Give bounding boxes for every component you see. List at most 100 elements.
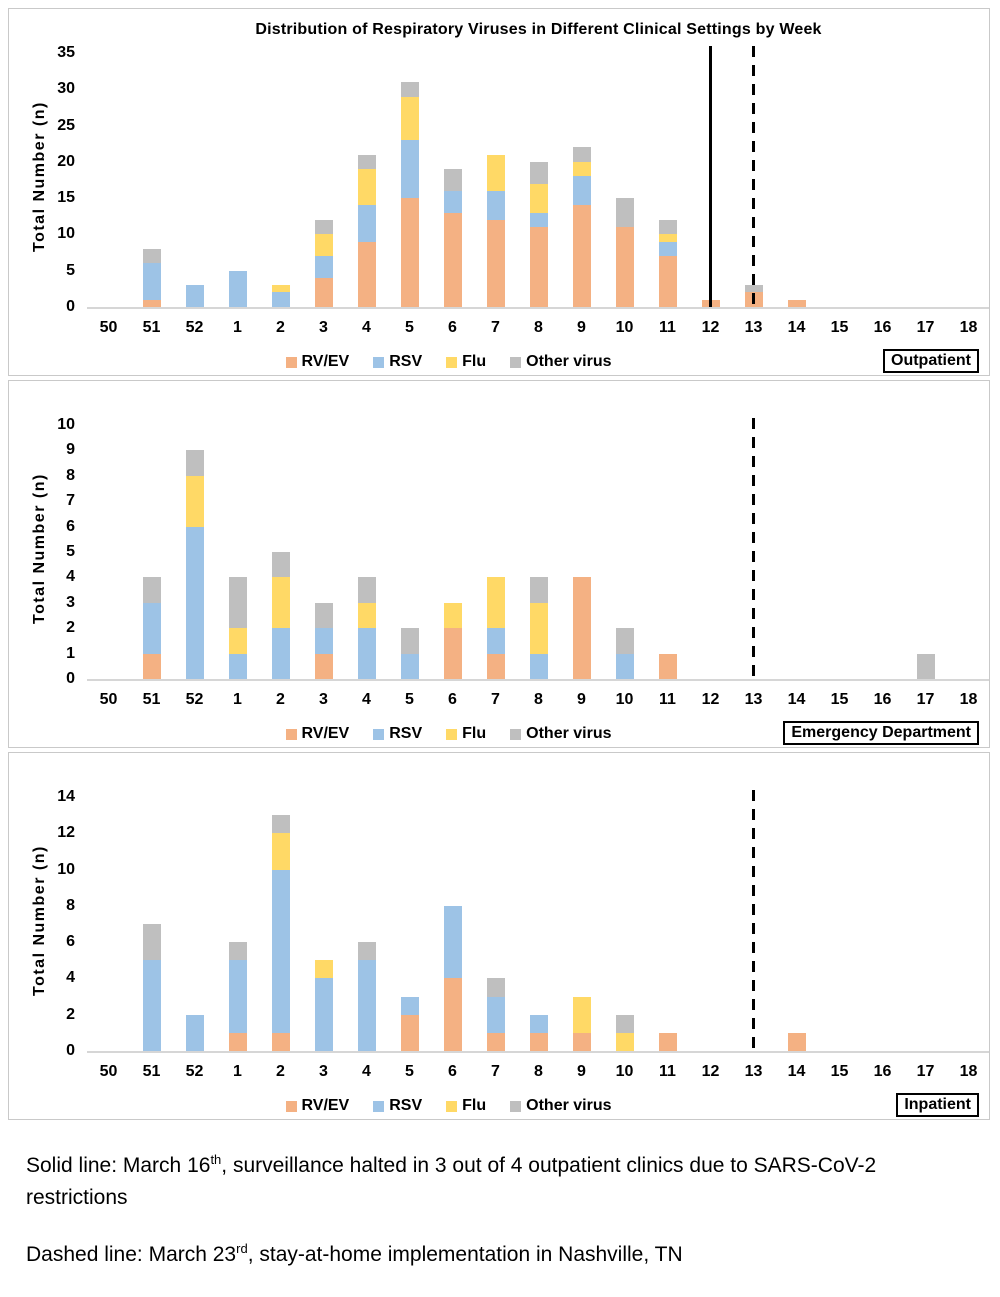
bar-segment (229, 628, 247, 654)
bar-segment (143, 924, 161, 960)
x-tick-label: 6 (448, 691, 457, 708)
bar-segment (573, 997, 591, 1033)
x-tick-label: 14 (787, 691, 806, 708)
bar-segment (272, 815, 290, 833)
bar-segment (573, 1033, 591, 1051)
bar-segment (315, 220, 333, 234)
legend-item: RV/EV (285, 1097, 349, 1115)
vline-solid (709, 46, 712, 307)
bar-segment (487, 978, 505, 997)
x-tick-label: 16 (873, 319, 892, 336)
y-tick-label: 4 (66, 969, 75, 986)
legend-label: Other virus (526, 725, 612, 742)
bar-segment (530, 577, 548, 603)
bar-segment (659, 256, 677, 307)
legend-label: Flu (462, 725, 487, 742)
x-tick-label: 2 (276, 1063, 285, 1080)
bar-segment (573, 176, 591, 205)
bar-segment (530, 184, 548, 213)
legend-swatch-icon (285, 1100, 297, 1112)
x-tick-label: 2 (276, 691, 285, 708)
x-tick-label: 50 (99, 691, 118, 708)
y-tick-label: 1 (66, 645, 75, 662)
bar-segment (487, 577, 505, 628)
x-tick-label: 12 (701, 691, 720, 708)
bar-segment (401, 198, 419, 307)
x-tick-label: 52 (185, 691, 204, 708)
x-tick-label: 3 (319, 691, 328, 708)
bar-segment (143, 300, 161, 307)
legend-swatch-icon (373, 1100, 385, 1112)
legend-item: RV/EV (285, 725, 350, 743)
y-tick-label: 2 (66, 1006, 75, 1023)
legend-swatch-icon (285, 356, 297, 368)
solid-line-note-text-rest: , surveillance halted in 3 out of 4 outp… (26, 1154, 877, 1209)
x-tick-label: 13 (744, 319, 763, 336)
bar-segment (788, 300, 806, 307)
figure-caption: Solid line: March 16th, surveillance hal… (8, 1124, 992, 1271)
y-tick-label: 7 (66, 492, 75, 509)
bar-segment (530, 227, 548, 307)
legend-label: Flu (462, 353, 487, 370)
bar-segment (444, 191, 462, 213)
bar-segment (530, 1015, 548, 1033)
bar-segment (358, 628, 376, 679)
chart-panel-inpatient: Total Number (n) 0 2 4 6 8 10 12 14 50 51 52 1 2 3 4 5 6 7… (8, 752, 990, 1120)
x-tick-label: 14 (787, 1063, 806, 1080)
bar-segment (487, 1033, 505, 1051)
x-tick-label: 51 (142, 691, 161, 708)
bar-segment (401, 140, 419, 198)
bar-segment (315, 278, 333, 307)
x-tick-label: 10 (615, 1063, 634, 1080)
y-tick-label: 6 (66, 933, 75, 950)
x-tick-label: 12 (701, 319, 720, 336)
legend-item: Flu (446, 725, 486, 743)
x-tick-label: 51 (142, 319, 161, 336)
legend-swatch-icon (373, 356, 385, 368)
bar-segment (272, 292, 290, 307)
x-tick-label: 14 (787, 319, 806, 336)
bar-segment (401, 654, 419, 679)
x-tick-label: 6 (448, 319, 457, 336)
x-tick-label: 50 (99, 1063, 118, 1080)
x-tick-label: 10 (615, 691, 634, 708)
bar-segment (315, 628, 333, 654)
bar-segment (143, 249, 161, 263)
legend-label: RV/EV (301, 725, 350, 742)
bar-segment (788, 1033, 806, 1051)
y-tick-label: 0 (66, 670, 75, 687)
bar-segment (487, 191, 505, 220)
x-tick-label: 17 (916, 691, 935, 708)
chart-panel-emergency-department: Total Number (n) 0 1 2 3 4 5 6 7 8 9 10 50 51 52 1 2 3 4 5 6… (8, 380, 990, 748)
x-tick-label: 52 (185, 319, 204, 336)
legend-item: RSV (373, 353, 422, 371)
x-tick-label: 52 (185, 1063, 204, 1080)
y-tick-label: 9 (66, 441, 75, 458)
x-tick-label: 9 (577, 1063, 586, 1080)
bar-segment (530, 603, 548, 654)
x-tick-label: 8 (534, 319, 543, 336)
x-tick-label: 15 (830, 1063, 849, 1080)
x-tick-label: 7 (491, 319, 500, 336)
x-axis-line (87, 1051, 989, 1053)
legend-swatch-icon (510, 356, 522, 368)
bar-segment (573, 577, 591, 679)
y-tick-label: 4 (66, 568, 75, 585)
bar-segment (401, 997, 419, 1015)
bar-segment (186, 450, 204, 476)
bar-segment (401, 1015, 419, 1051)
x-tick-label: 4 (362, 691, 371, 708)
legend: RV/EV RSV Flu Other virus (87, 725, 810, 743)
bar-segment (530, 213, 548, 227)
bar-segment (401, 97, 419, 140)
bar-segment (186, 527, 204, 679)
bar-segment (530, 162, 548, 184)
bar-segment (315, 234, 333, 256)
bar-segment (444, 169, 462, 191)
bar-segment (530, 1033, 548, 1051)
bar-segment (272, 833, 290, 870)
x-tick-label: 1 (233, 319, 242, 336)
bar-segment (272, 1033, 290, 1051)
bar-segment (315, 960, 333, 978)
dashed-line-note-text: Dashed line: March 23 (26, 1243, 237, 1266)
